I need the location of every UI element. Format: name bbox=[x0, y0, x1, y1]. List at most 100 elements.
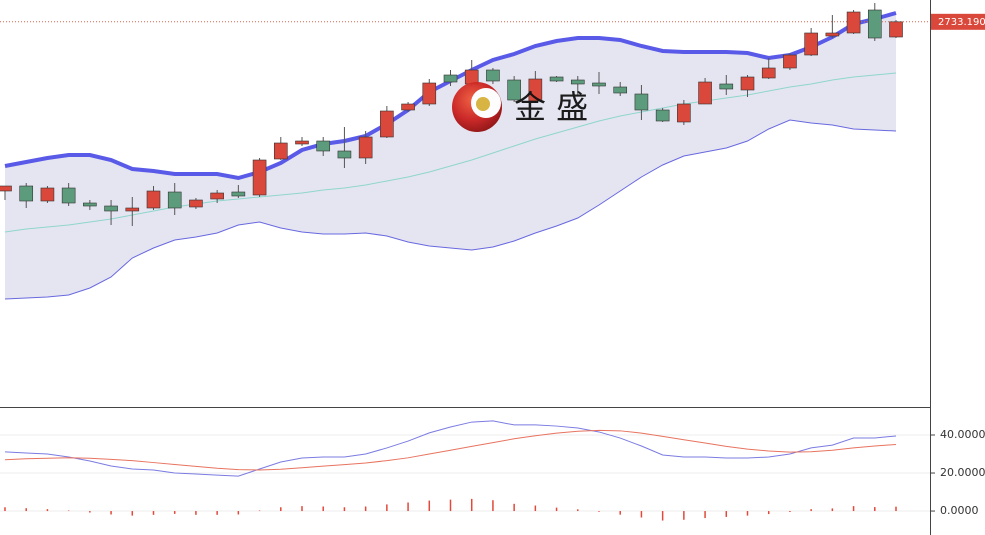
band-line bbox=[4, 119, 897, 300]
candle-body bbox=[337, 150, 352, 159]
candle-body bbox=[507, 79, 521, 101]
last-price-label: 2733.190 bbox=[938, 17, 985, 28]
histogram-bar bbox=[767, 511, 770, 515]
histogram-bar bbox=[4, 507, 6, 512]
candle-body bbox=[19, 185, 34, 202]
candle-body bbox=[0, 185, 12, 192]
histogram-bar bbox=[746, 511, 749, 516]
candle-body bbox=[61, 187, 76, 204]
histogram-bar bbox=[640, 511, 643, 518]
histogram-bar bbox=[492, 500, 494, 512]
candle-body bbox=[380, 110, 394, 138]
candle-body bbox=[698, 81, 712, 105]
candle-body bbox=[146, 190, 161, 209]
histogram-bar bbox=[110, 511, 112, 515]
histogram-bar bbox=[619, 511, 621, 515]
histogram-bar bbox=[343, 507, 346, 512]
histogram-bar bbox=[789, 511, 791, 512]
histogram-bar bbox=[513, 503, 515, 512]
candle-body bbox=[677, 103, 691, 123]
indicator-line bbox=[4, 420, 897, 477]
histogram-bar bbox=[598, 511, 600, 512]
candle-body bbox=[167, 191, 182, 209]
y-tick-label: 20.0000 bbox=[940, 466, 985, 479]
candle-body bbox=[40, 187, 55, 202]
histogram-bar bbox=[449, 499, 452, 512]
candle-body bbox=[761, 67, 776, 79]
candle-body bbox=[443, 74, 458, 83]
candle-body bbox=[273, 142, 288, 160]
candle-body bbox=[740, 76, 755, 91]
histogram-bar bbox=[534, 505, 537, 512]
candle-body bbox=[846, 11, 861, 34]
histogram-bar bbox=[67, 510, 70, 512]
histogram-bar bbox=[216, 511, 218, 515]
histogram-bar bbox=[301, 506, 303, 512]
candle-body bbox=[252, 159, 267, 196]
histogram-bar bbox=[173, 511, 176, 514]
histogram-bar bbox=[237, 511, 240, 515]
candle-body bbox=[889, 21, 903, 38]
candle-body bbox=[83, 202, 97, 207]
histogram-bar bbox=[704, 511, 706, 519]
candle-body bbox=[104, 205, 118, 212]
histogram-bar bbox=[810, 509, 812, 512]
histogram-bar bbox=[661, 511, 664, 521]
candle-body bbox=[464, 69, 479, 85]
indicator-line bbox=[4, 429, 897, 471]
candle-body bbox=[634, 93, 649, 111]
candle-body bbox=[825, 32, 840, 37]
candle-body bbox=[401, 103, 415, 111]
candle-body bbox=[570, 79, 585, 85]
candle-body bbox=[783, 54, 797, 69]
candle-body bbox=[231, 191, 246, 197]
histogram-bar bbox=[46, 509, 49, 512]
candle-body bbox=[655, 109, 670, 122]
candle-body bbox=[719, 83, 734, 90]
histogram-bar bbox=[725, 511, 728, 517]
watermark-text: 金 盛 bbox=[514, 88, 588, 126]
watermark: 金 盛 bbox=[452, 82, 588, 132]
histogram-bar bbox=[152, 511, 155, 515]
candle-body bbox=[210, 192, 224, 200]
histogram-bar bbox=[131, 511, 134, 516]
candle-body bbox=[422, 82, 437, 105]
candle-body bbox=[125, 207, 140, 212]
candle-body bbox=[486, 69, 500, 82]
histogram-bar bbox=[555, 507, 558, 512]
price-panel: 2733.190 bbox=[0, 3, 985, 300]
candle-body bbox=[613, 86, 628, 94]
band-fill bbox=[5, 13, 896, 299]
candle-body bbox=[549, 76, 564, 82]
histogram-bar bbox=[364, 506, 367, 512]
histogram-bar bbox=[195, 511, 197, 515]
candle-body bbox=[592, 82, 606, 87]
histogram-bar bbox=[577, 509, 579, 512]
histogram-bar bbox=[322, 506, 324, 512]
candle-body bbox=[804, 32, 818, 56]
histogram-bar bbox=[428, 500, 431, 512]
histogram-bar bbox=[895, 506, 897, 512]
histogram-bar bbox=[258, 510, 261, 512]
histogram-bar bbox=[470, 498, 473, 512]
histogram-bar bbox=[852, 506, 855, 512]
last-price-box bbox=[931, 13, 985, 30]
histogram-bar bbox=[874, 507, 876, 512]
candle-body bbox=[528, 78, 543, 102]
histogram-bar bbox=[683, 511, 685, 520]
histogram-bar bbox=[280, 507, 282, 512]
histogram-bar bbox=[831, 508, 834, 512]
candle-body bbox=[189, 199, 203, 208]
histogram-bar bbox=[25, 508, 27, 512]
candle-body bbox=[867, 9, 882, 39]
candle-body bbox=[358, 136, 373, 159]
y-tick-label: 40.0000 bbox=[940, 428, 985, 441]
candle-body bbox=[316, 140, 331, 152]
candle-body bbox=[295, 140, 309, 145]
histogram-bar bbox=[89, 511, 91, 513]
logo-coin bbox=[476, 97, 490, 111]
histogram-bar bbox=[407, 502, 409, 512]
y-tick-label: 0.0000 bbox=[940, 504, 979, 517]
indicator-panel: 40.0000 20.0000 0.0000 bbox=[0, 420, 985, 521]
